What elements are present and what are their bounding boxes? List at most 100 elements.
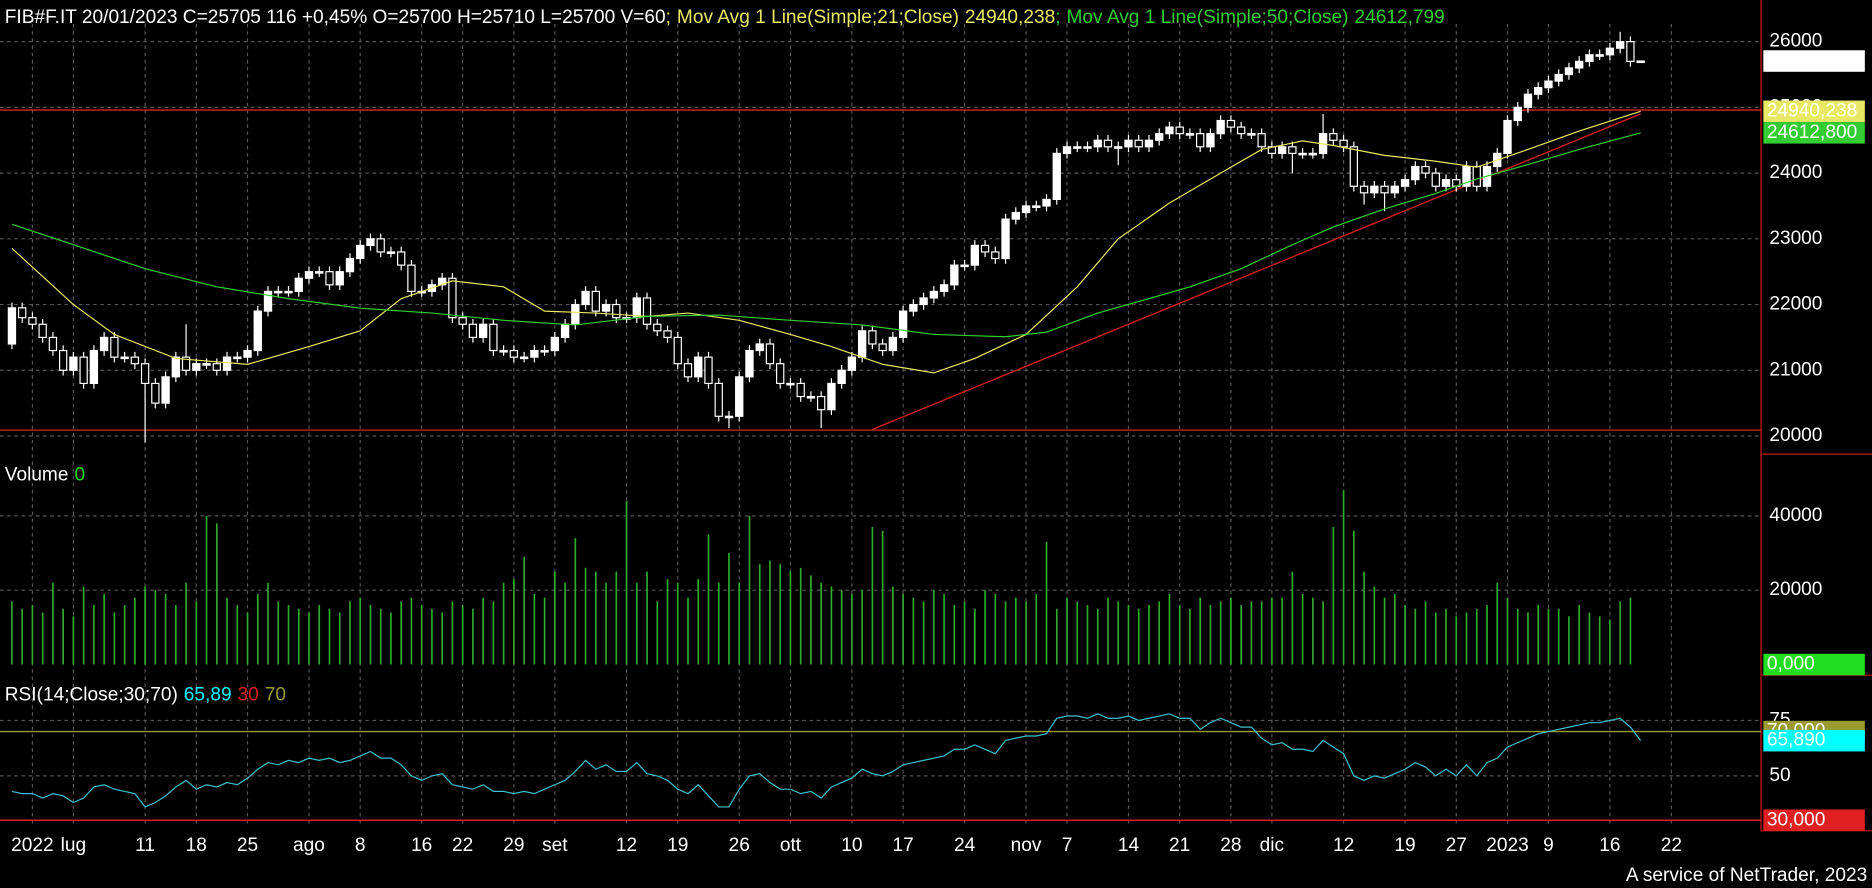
- volume-bar: [584, 567, 587, 665]
- y-tick-label: 50: [1769, 765, 1790, 786]
- volume-bar: [1148, 605, 1150, 665]
- volume-bar: [1332, 527, 1335, 665]
- candle-body: [192, 363, 201, 371]
- candle-body: [724, 415, 734, 419]
- volume-bar: [523, 556, 525, 665]
- volume-bar: [502, 582, 505, 665]
- volume-bar: [933, 590, 935, 665]
- candle-body: [1247, 133, 1256, 136]
- volume-bar: [410, 597, 413, 665]
- candle-body: [1021, 205, 1031, 214]
- candle-body: [171, 356, 181, 378]
- candle-body: [202, 363, 211, 366]
- x-tick-label: 2022: [11, 835, 53, 856]
- candle-body: [140, 363, 150, 385]
- volume-bar: [1322, 601, 1324, 665]
- candle-body: [653, 323, 662, 332]
- volume-bar: [687, 597, 689, 665]
- candle-body: [970, 244, 980, 266]
- candle-body: [1329, 133, 1338, 141]
- candle-body: [1441, 179, 1451, 187]
- candle-body: [1595, 54, 1604, 57]
- candle-body: [468, 323, 478, 339]
- volume-bar: [369, 605, 372, 665]
- x-tick-label: set: [542, 835, 568, 856]
- candle-body: [130, 356, 140, 365]
- volume-bar: [554, 571, 556, 665]
- volume-bar: [400, 601, 403, 665]
- volume-bar: [1076, 601, 1079, 665]
- candle-body: [1298, 152, 1307, 156]
- volume-bar: [830, 586, 833, 665]
- candle-body: [222, 356, 232, 371]
- candle-body: [1093, 139, 1102, 148]
- candle-body: [765, 343, 775, 365]
- candle-body: [99, 336, 109, 352]
- candle-body: [919, 297, 928, 306]
- chart-header: FIB#F.IT 20/01/2023 C=25705 116 +0,45% O…: [5, 7, 1445, 28]
- candle-body: [980, 244, 990, 253]
- candle-body: [1615, 41, 1625, 49]
- candle-body: [1626, 41, 1635, 62]
- volume-bar: [72, 616, 75, 665]
- volume-bar: [461, 605, 464, 665]
- candle-body: [571, 303, 580, 325]
- x-tick-label: 19: [667, 835, 688, 856]
- volume-bar: [1107, 597, 1109, 665]
- candle-body: [161, 376, 170, 404]
- candle-body: [1472, 165, 1481, 187]
- volume-bar: [963, 601, 966, 665]
- volume-bar: [1557, 608, 1560, 665]
- title: Volume: [5, 465, 69, 486]
- x-tick-label: 17: [892, 835, 913, 856]
- volume-bar: [164, 593, 167, 665]
- x-tick-label: 16: [1599, 835, 1620, 856]
- candle-body: [1513, 106, 1522, 122]
- volume-bar: [1260, 601, 1263, 665]
- candle-body: [694, 356, 703, 378]
- x-tick-label: 28: [1220, 835, 1241, 856]
- volume-bar: [1537, 605, 1540, 665]
- trend-line: [872, 113, 1641, 431]
- candle-body: [1196, 133, 1205, 148]
- candle-body: [1144, 139, 1154, 148]
- volume-bar: [902, 593, 904, 665]
- candle-body: [1103, 139, 1113, 148]
- x-tick-label: 18: [186, 835, 207, 856]
- volume-bar: [1496, 582, 1499, 665]
- ma-value-label: 24940,238: [1767, 100, 1857, 121]
- candle-body: [212, 363, 221, 371]
- candle-body: [755, 343, 764, 352]
- candle-body: [796, 382, 805, 398]
- candle-body: [950, 264, 959, 286]
- candle-body: [489, 323, 498, 352]
- x-tick-label: 22: [1661, 835, 1682, 856]
- volume-bar: [943, 593, 945, 665]
- candle-body: [325, 271, 334, 286]
- volume-bar: [205, 515, 208, 665]
- volume-bar: [676, 582, 679, 665]
- candle-body: [1421, 165, 1430, 174]
- volume-bar: [1127, 605, 1130, 665]
- volume-bar: [379, 608, 382, 665]
- candle-body: [735, 376, 744, 417]
- volume-bar: [820, 582, 823, 665]
- candle-body: [509, 349, 519, 358]
- volume-bar: [1168, 593, 1171, 665]
- candle-body: [1165, 126, 1174, 135]
- volume-bar: [1055, 608, 1058, 665]
- x-tick-label: nov: [1011, 835, 1042, 856]
- candle-body: [1523, 93, 1533, 108]
- volume-bar: [1424, 601, 1427, 665]
- candle-body: [1042, 198, 1051, 207]
- candle-body: [1503, 119, 1512, 154]
- title: FIB#F.IT 20/01/2023 C=25705 116 +0,45% O…: [5, 7, 666, 28]
- x-tick-label: 12: [1333, 835, 1354, 856]
- candle-body: [776, 363, 785, 385]
- candle-body: [294, 277, 303, 292]
- volume-bar: [697, 579, 700, 665]
- volume-bar: [851, 593, 853, 665]
- volume-bar: [349, 601, 351, 665]
- rsi-line: [11, 713, 1642, 808]
